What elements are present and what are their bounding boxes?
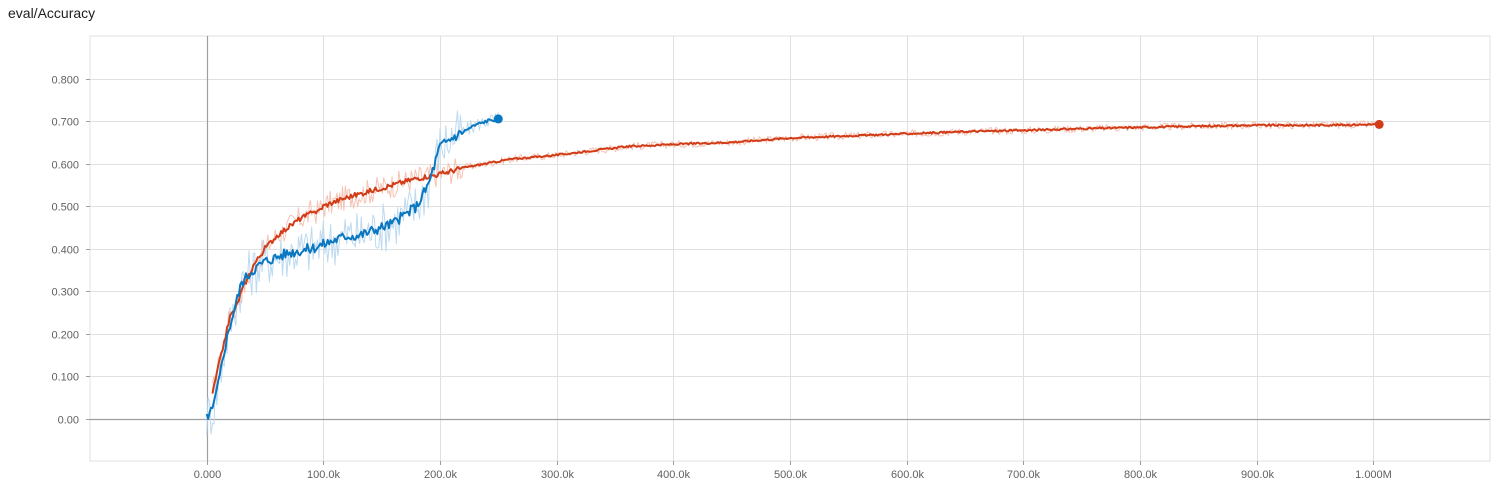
x-tick-label: 900.0k bbox=[1241, 469, 1275, 481]
axes bbox=[86, 36, 1490, 465]
y-tick-label: 0.300 bbox=[51, 287, 79, 299]
x-tick-label: 700.0k bbox=[1007, 469, 1041, 481]
x-tick-label: 800.0k bbox=[1124, 469, 1158, 481]
x-tick-label: 300.0k bbox=[541, 469, 575, 481]
grid bbox=[89, 35, 1491, 462]
series-1-raw-line bbox=[212, 120, 1380, 392]
raw-series-layer bbox=[206, 110, 1380, 436]
y-tick-label: 0.00 bbox=[58, 415, 79, 427]
x-tick-label: 200.0k bbox=[424, 469, 458, 481]
series-layer bbox=[205, 114, 1384, 420]
series-2-end-point bbox=[493, 114, 503, 124]
y-tick-label: 0.800 bbox=[51, 75, 79, 87]
y-tick-label: 0.600 bbox=[51, 160, 79, 172]
y-tick-label: 0.400 bbox=[51, 245, 79, 257]
tick-labels: 0.000 100.0k 200.0k 300.0k 400.0k 500.0k 600.0… bbox=[51, 75, 1391, 482]
x-tick-label: 100.0k bbox=[307, 469, 341, 481]
x-tick-label: 400.0k bbox=[657, 469, 691, 481]
series-2-line bbox=[205, 116, 499, 420]
y-tick-label: 0.200 bbox=[51, 330, 79, 342]
series-1-line bbox=[211, 122, 1380, 394]
y-tick-label: 0.100 bbox=[51, 372, 79, 384]
x-tick-label: 500.0k bbox=[774, 469, 808, 481]
chart-title: eval/Accuracy bbox=[8, 5, 96, 21]
y-tick-label: 0.700 bbox=[51, 117, 79, 129]
y-tick-label: 0.500 bbox=[51, 202, 79, 214]
x-tick-label: 1.000M bbox=[1355, 469, 1392, 481]
x-tick-label: 0.000 bbox=[194, 469, 222, 481]
series-1-end-point bbox=[1374, 119, 1384, 129]
x-tick-label: 600.0k bbox=[891, 469, 925, 481]
